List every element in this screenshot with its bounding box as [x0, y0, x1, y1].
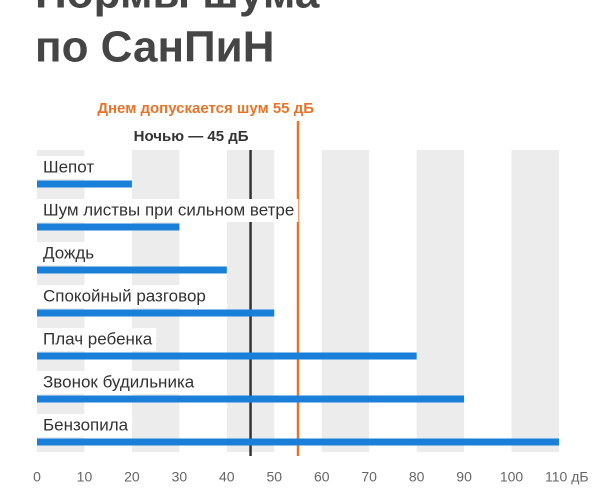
- x-tick-label: 40: [219, 469, 235, 485]
- bar: [37, 180, 132, 188]
- bar: [37, 438, 559, 446]
- bar-label: Плач ребенка: [43, 329, 153, 348]
- bar: [37, 352, 417, 360]
- reference-label: Ночью — 45 дБ: [134, 128, 249, 145]
- x-tick-label: 110 дБ: [545, 469, 589, 485]
- bar-label: Дождь: [43, 243, 94, 262]
- label-bg: [37, 285, 210, 308]
- x-tick-label: 50: [266, 469, 282, 485]
- grid-stripe: [511, 150, 559, 452]
- bar-label: Шепот: [43, 157, 94, 176]
- bar: [37, 309, 275, 317]
- bar: [37, 223, 180, 231]
- x-tick-label: 20: [124, 469, 140, 485]
- x-tick-label: 0: [33, 469, 41, 485]
- x-tick-label: 70: [361, 469, 377, 485]
- x-tick-label: 30: [172, 469, 188, 485]
- bar: [37, 395, 465, 403]
- chart-title: по СанПиН: [35, 23, 275, 72]
- label-bg: [37, 242, 99, 265]
- x-tick-label: 10: [77, 469, 93, 485]
- label-bg: [37, 199, 299, 222]
- bar-label: Спокойный разговор: [43, 286, 206, 305]
- reference-label: Днем допускается шум 55 дБ: [97, 100, 314, 117]
- bar-label: Звонок будильника: [43, 372, 195, 391]
- label-bg: [37, 371, 199, 394]
- grid-stripe: [321, 150, 370, 452]
- bar: [37, 266, 227, 274]
- grid-stripe: [416, 150, 465, 452]
- bar-label: Шум листвы при сильном ветре: [43, 200, 294, 219]
- label-bg: [37, 156, 99, 179]
- x-tick-label: 80: [409, 469, 425, 485]
- x-tick-label: 60: [314, 469, 330, 485]
- label-bg: [37, 328, 157, 351]
- bar-label: Бензопила: [43, 415, 129, 434]
- x-tick-label: 90: [456, 469, 472, 485]
- label-bg: [37, 414, 133, 437]
- chart-title: Нормы шума: [35, 0, 320, 18]
- x-tick-label: 100: [500, 469, 524, 485]
